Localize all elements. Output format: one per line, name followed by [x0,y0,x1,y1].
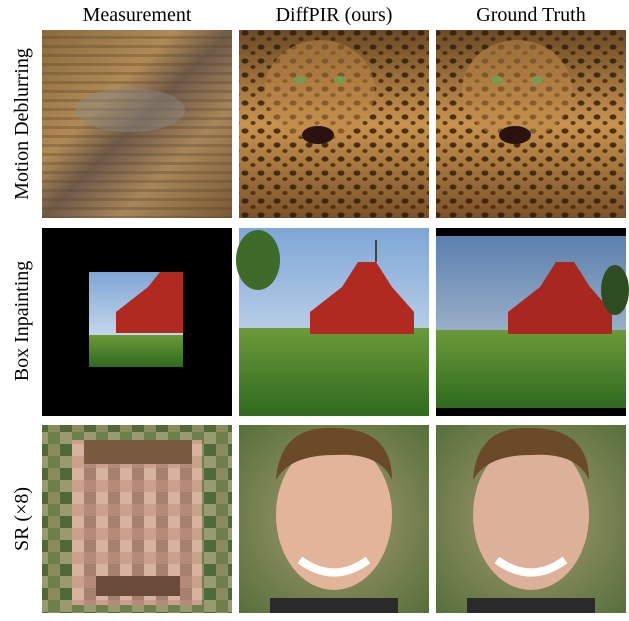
column-header: Ground Truth [476,4,585,26]
image-blurred-leopard [42,30,232,218]
image-masked-barn [42,228,232,416]
column-header: DiffPIR (ours) [276,4,393,26]
figure: Measurement DiffPIR (ours) Ground Truth … [0,0,629,616]
image-ground-truth-leopard [436,30,626,218]
page: {"columns": ["Measurement", "DiffPIR (ou… [0,0,629,616]
row-label: Box Inpainting [11,261,33,382]
image-ground-truth-barn [436,228,629,416]
row-label: Motion Deblurring [11,48,33,200]
image-restored-barn [236,228,429,416]
column-header: Measurement [83,4,192,26]
image-restored-face [239,425,429,613]
image-restored-leopard [239,30,429,218]
row-label: SR (×8) [11,487,33,551]
image-low-resolution-face [42,425,232,613]
image-ground-truth-face [436,425,626,613]
